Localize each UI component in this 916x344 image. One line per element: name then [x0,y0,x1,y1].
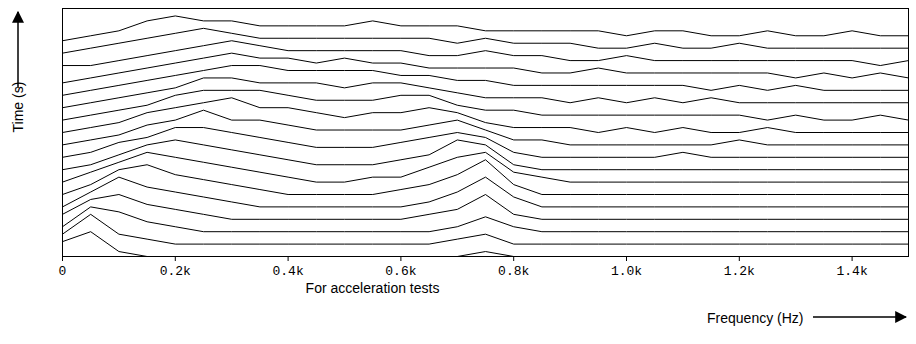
svg-text:Time (s): Time (s) [10,82,26,133]
svg-text:0.4k: 0.4k [272,264,303,279]
svg-text:1.2k: 1.2k [724,264,755,279]
svg-text:Frequency (Hz): Frequency (Hz) [707,310,803,326]
svg-text:1.0k: 1.0k [611,264,642,279]
svg-text:0: 0 [59,264,67,279]
svg-text:For acceleration tests: For acceleration tests [306,280,440,296]
svg-text:1.4k: 1.4k [836,264,867,279]
svg-text:0.8k: 0.8k [498,264,529,279]
svg-text:0.6k: 0.6k [385,264,416,279]
svg-text:0.2k: 0.2k [160,264,191,279]
